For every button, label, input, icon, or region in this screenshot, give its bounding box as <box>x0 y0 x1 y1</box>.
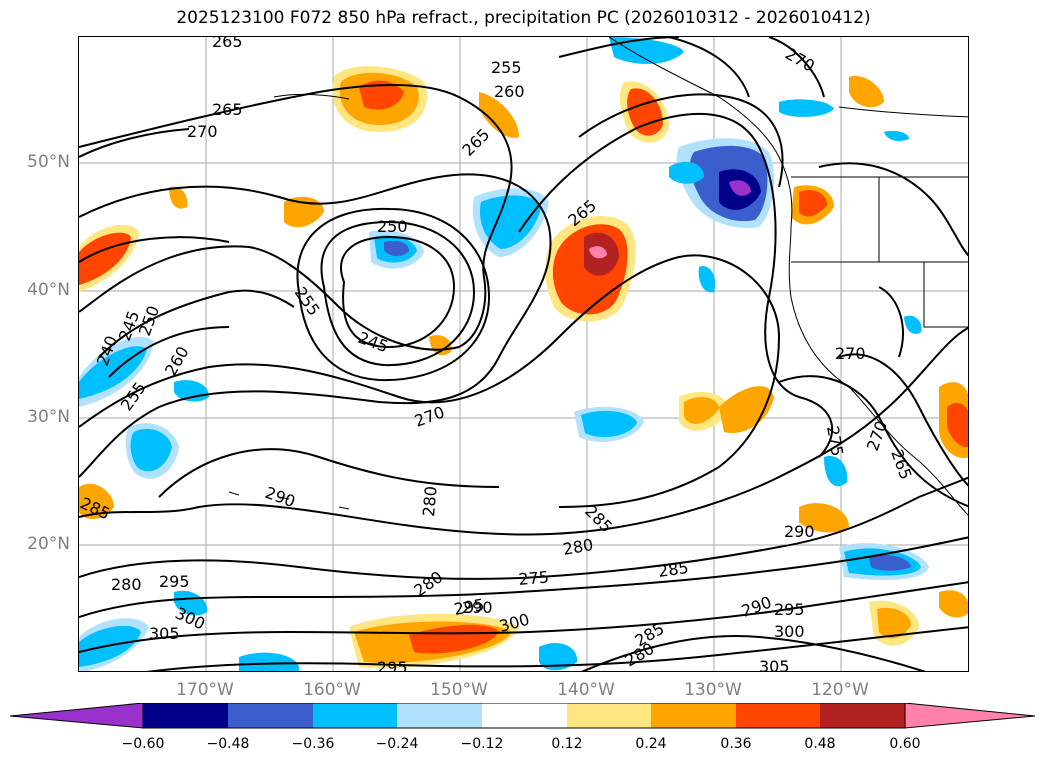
colorbar-tick: −0.60 <box>121 736 165 752</box>
map-title: 2025123100 F072 850 hPa refract., precip… <box>176 8 871 28</box>
lon-label-120w: 120°W <box>811 680 869 700</box>
colorbar-tick: −0.24 <box>375 736 419 752</box>
contour-label: 270 <box>863 418 891 453</box>
contour-label: 290 <box>462 598 493 617</box>
contour-label: 270 <box>412 402 447 430</box>
contour-label: 265 <box>458 125 493 160</box>
colorbar-segment <box>736 703 820 728</box>
lat-label-30n: 30°N <box>27 407 70 427</box>
lon-label-150w: 150°W <box>430 680 488 700</box>
contour-label: 260 <box>494 82 525 101</box>
contour-label: 280 <box>561 535 594 559</box>
colorbar-tick: −0.48 <box>206 736 250 752</box>
contour-label: 265 <box>887 447 915 482</box>
contour-label: 260 <box>161 343 193 379</box>
colorbar-tick: −0.36 <box>291 736 335 752</box>
contour-label: 285 <box>657 558 690 581</box>
contour-label: 265 <box>212 100 243 119</box>
contour-label: 290 <box>263 483 298 511</box>
lon-label-140w: 140°W <box>557 680 615 700</box>
colorbar-tick: 0.12 <box>551 736 583 752</box>
colorbar-tick: 0.48 <box>804 736 836 752</box>
colorbar-segment <box>651 703 736 728</box>
contour-label: 275 <box>518 567 550 589</box>
lon-label-160w: 160°W <box>303 680 361 700</box>
contour-label: 280 <box>419 485 441 517</box>
contour-label: 305 <box>149 624 180 643</box>
colorbar-segment <box>820 703 905 728</box>
colorbar-tick: 0.60 <box>889 736 921 752</box>
contour-label: 250 <box>135 303 163 338</box>
colorbar-segment <box>228 703 313 728</box>
colorbar-segment <box>397 703 482 728</box>
contour-label: 290 <box>784 522 815 541</box>
lat-label-20n: 20°N <box>27 534 70 554</box>
contour-label: 245 <box>356 328 391 356</box>
colorbar-tick: 0.24 <box>635 736 667 752</box>
map-canvas: 265 255 260 265 270 265 270 265 250 255 … <box>79 37 968 672</box>
contour-label: 250 <box>377 217 408 236</box>
lon-label-170w: 170°W <box>176 680 234 700</box>
colorbar-tick: 0.36 <box>720 736 752 752</box>
contour-label: 300 <box>774 622 805 641</box>
contour-label: 255 <box>491 58 522 77</box>
refractivity-contours <box>79 37 968 671</box>
colorbar-segment <box>143 703 228 728</box>
contour-label: 305 <box>759 657 790 672</box>
lon-label-130w: 130°W <box>684 680 742 700</box>
contour-label: 270 <box>187 122 218 141</box>
gridlines <box>79 37 968 671</box>
contour-label: 295 <box>159 572 190 591</box>
colorbar <box>10 703 1036 729</box>
contour-label: 270 <box>835 344 866 363</box>
precip-negative <box>79 37 929 671</box>
coastlines <box>228 37 968 516</box>
colorbar-segment <box>313 703 397 728</box>
lat-label-40n: 40°N <box>27 280 70 300</box>
colorbar-tick: −0.12 <box>460 736 504 752</box>
contour-label: 290 <box>739 592 774 620</box>
map-panel: 265 255 260 265 270 265 270 265 250 255 … <box>78 36 969 672</box>
colorbar-segment <box>482 703 567 728</box>
colorbar-segment <box>567 703 651 728</box>
lat-label-50n: 50°N <box>27 152 70 172</box>
contour-label: 265 <box>212 37 243 51</box>
contour-labels: 265 255 260 265 270 265 270 265 250 255 … <box>79 37 916 672</box>
contour-label: 295 <box>774 600 805 619</box>
contour-label: 295 <box>377 658 408 672</box>
contour-label: 280 <box>111 575 142 594</box>
colorbar-segment <box>904 703 1036 729</box>
colorbar-segment <box>10 703 144 729</box>
